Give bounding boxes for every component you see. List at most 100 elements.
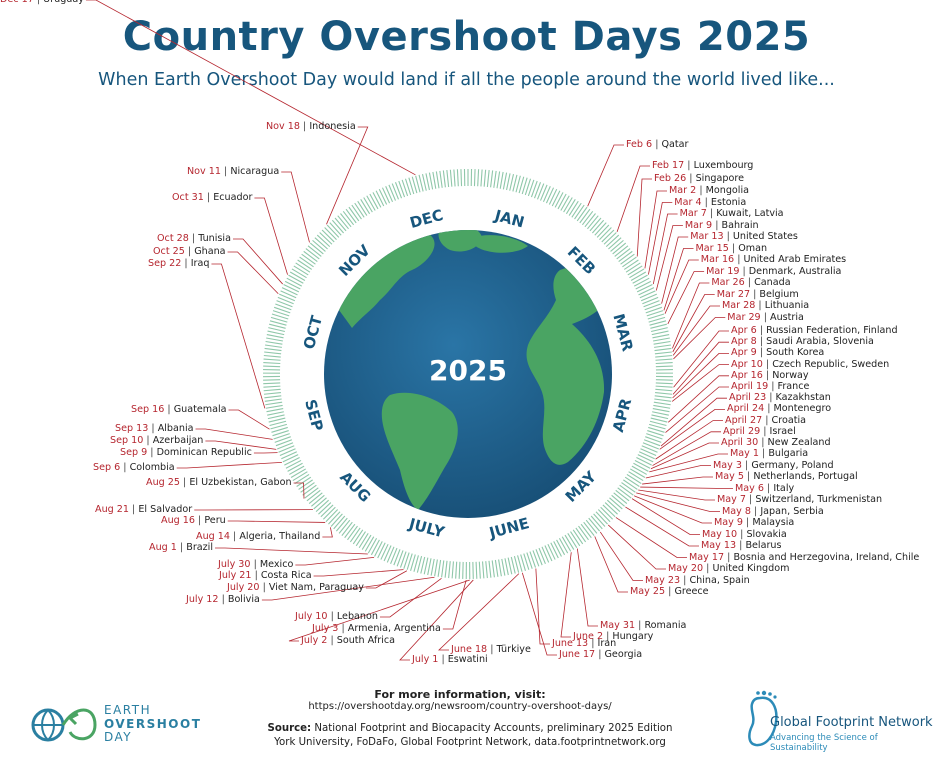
leader-line	[379, 577, 442, 618]
south-america-shape	[381, 392, 458, 510]
day-tick	[271, 313, 289, 320]
day-tick	[388, 184, 397, 201]
day-tick	[643, 300, 660, 308]
separator: |	[701, 196, 711, 208]
day-tick	[295, 262, 311, 273]
country-names: New Zealand	[767, 437, 831, 448]
country-label: Mar 26 | Canada	[711, 277, 790, 289]
day-tick	[653, 340, 671, 345]
country-names: Indonesia	[309, 121, 356, 132]
day-tick	[524, 178, 532, 196]
day-tick	[638, 451, 655, 460]
day-tick	[530, 180, 538, 198]
separator: |	[760, 311, 770, 323]
country-label: April 29 | Israel	[723, 426, 796, 438]
day-tick	[446, 170, 450, 188]
overshoot-date: Mar 16	[700, 254, 735, 265]
day-tick	[595, 511, 608, 525]
overshoot-date: Sep 22	[148, 258, 182, 269]
country-names: Lithuania	[764, 300, 810, 311]
overshoot-date: Feb 6	[626, 139, 653, 150]
day-tick	[380, 543, 389, 560]
day-tick	[544, 545, 553, 562]
leader-line	[660, 397, 727, 447]
day-tick	[263, 365, 281, 368]
leader-line	[442, 579, 467, 630]
day-tick	[383, 545, 392, 562]
day-tick	[527, 179, 535, 197]
separator: |	[299, 121, 310, 132]
day-tick	[292, 471, 308, 482]
country-names: Kazakhstan	[775, 392, 831, 404]
country-names: Guatemala	[173, 404, 227, 415]
leader-line	[642, 476, 713, 485]
day-tick	[460, 169, 463, 187]
day-tick	[267, 414, 285, 420]
day-tick	[604, 502, 618, 515]
country-label: Sep 9 | Dominican Republic	[120, 447, 252, 459]
leader-line	[672, 282, 710, 349]
separator: |	[746, 494, 756, 505]
gfn-name: Global Footprint Network	[770, 715, 933, 730]
day-tick-ring	[262, 169, 674, 579]
day-tick	[650, 323, 667, 329]
leader-line	[663, 248, 694, 311]
day-tick	[358, 533, 369, 549]
leader-line	[625, 506, 699, 547]
greenland-shape	[438, 230, 482, 252]
day-tick	[579, 208, 591, 224]
day-tick	[416, 556, 423, 573]
country-names: United Kingdom	[712, 563, 790, 574]
day-tick	[550, 542, 559, 559]
leader-line	[664, 259, 699, 314]
day-tick	[265, 340, 283, 345]
day-tick	[621, 482, 636, 493]
country-names: Belgium	[759, 288, 799, 300]
leader-line	[672, 352, 729, 399]
overshoot-date: Mar 26	[711, 277, 745, 288]
day-tick	[266, 408, 284, 413]
country-label: May 1 | Bulgaria	[730, 448, 808, 460]
leader-line	[313, 569, 404, 577]
day-tick	[425, 173, 430, 191]
day-tick	[357, 200, 368, 216]
country-names: Ghana	[194, 246, 226, 257]
country-label: Oct 31 | Ecuador	[172, 192, 252, 204]
country-label: May 8 | Japan, Serbia	[722, 506, 824, 518]
overshoot-date: Mar 7	[679, 208, 707, 219]
day-tick	[428, 172, 434, 190]
country-names: Viet Nam, Paraguay	[268, 582, 364, 593]
more-info: For more information, visit: https://ove…	[260, 688, 660, 712]
country-names: Armenia, Argentina	[347, 623, 441, 634]
country-names: Brazil	[186, 542, 214, 553]
overshoot-date: Aug 21	[95, 504, 129, 515]
overshoot-date: May 10	[702, 528, 738, 540]
overshoot-date: April 30	[721, 437, 759, 448]
day-tick	[648, 426, 665, 433]
day-tick	[377, 542, 386, 559]
country-names: Hungary	[612, 631, 654, 642]
day-tick	[655, 379, 673, 381]
info-url-link[interactable]: https://overshootday.org/newsroom/countr…	[308, 701, 612, 712]
leader-line	[673, 330, 729, 388]
eod-line-3: DAY	[104, 730, 133, 744]
overshoot-date: Aug 1	[149, 542, 177, 553]
country-names: Netherlands, Portugal	[753, 471, 858, 482]
day-tick	[654, 351, 672, 355]
country-label: Sep 16 | Guatemala	[131, 404, 227, 416]
country-label: Feb 26 | Singapore	[654, 173, 744, 185]
overshoot-date: May 17	[689, 551, 725, 563]
overshoot-date: May 3	[713, 459, 742, 471]
day-tick	[636, 283, 653, 293]
day-tick	[265, 404, 283, 409]
day-tick	[520, 554, 526, 571]
country-names: El Salvador	[138, 504, 193, 515]
day-tick	[289, 465, 305, 475]
overshoot-date: Mar 9	[684, 219, 713, 231]
day-tick	[578, 525, 589, 541]
day-tick	[655, 385, 673, 388]
day-tick	[647, 430, 664, 437]
separator: |	[487, 644, 497, 655]
leader-line	[261, 576, 435, 601]
day-tick	[648, 423, 666, 430]
